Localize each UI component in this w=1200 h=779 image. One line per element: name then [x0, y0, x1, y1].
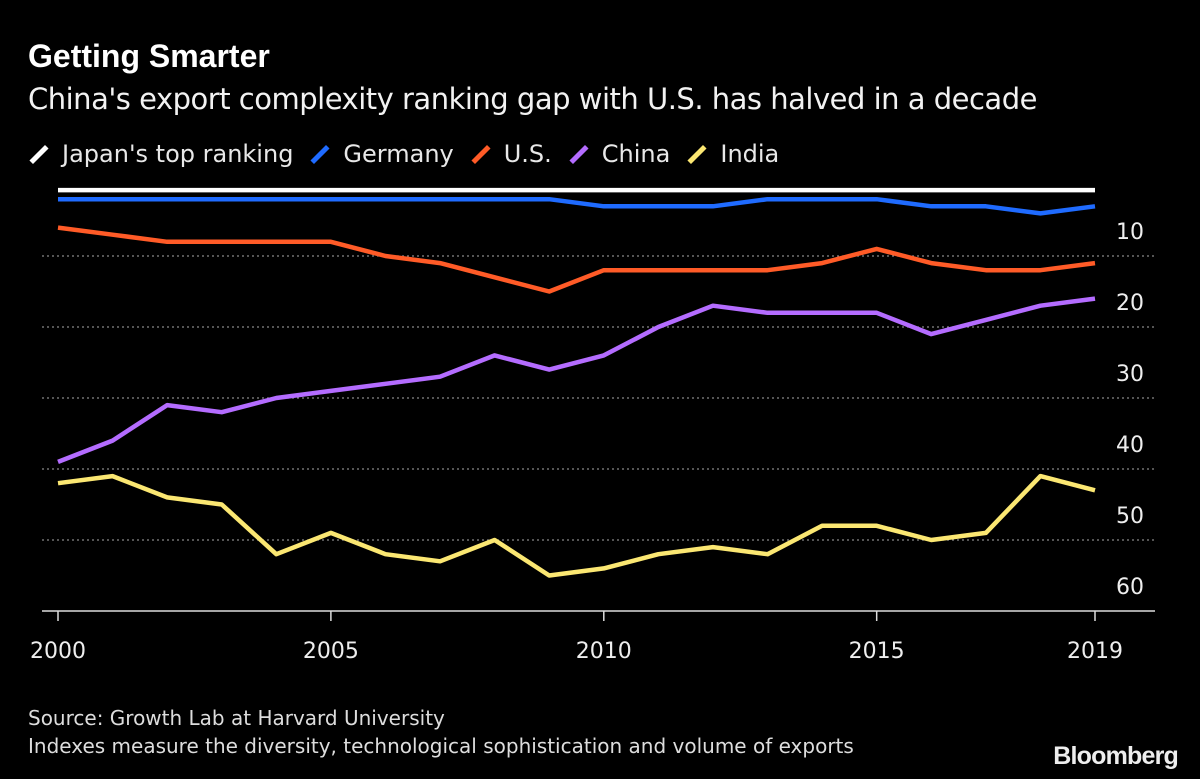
legend-item: India — [686, 140, 779, 168]
series-line-germany — [58, 196, 1096, 216]
x-tick-label: 2010 — [576, 639, 632, 664]
legend-label: Germany — [343, 140, 454, 168]
source-note: Source: Growth Lab at Harvard University — [28, 706, 445, 730]
y-tick-label: 30 — [1116, 362, 1144, 387]
legend: Japan's top ranking Germany U.S. China India — [28, 140, 795, 168]
x-tick-label: 2005 — [303, 639, 359, 664]
y-tick-label: 60 — [1116, 575, 1144, 600]
legend-item: China — [568, 140, 671, 168]
legend-item: Japan's top ranking — [28, 140, 293, 168]
y-tick-label: 40 — [1116, 433, 1144, 458]
series-line-india — [57, 473, 1096, 578]
bloomberg-logo: Bloomberg — [1053, 742, 1179, 770]
footnote: Indexes measure the diversity, technolog… — [28, 734, 854, 758]
chart-title: Getting Smarter — [28, 38, 270, 74]
legend-item: U.S. — [470, 140, 552, 168]
series-line-u-s — [57, 225, 1096, 294]
x-tick-label: 2019 — [1067, 639, 1123, 664]
x-tick-label: 2000 — [30, 639, 86, 664]
legend-label: U.S. — [503, 140, 552, 168]
legend-item: Germany — [309, 140, 454, 168]
chart-subtitle: China's export complexity ranking gap wi… — [28, 82, 1037, 116]
y-tick-label: 20 — [1116, 291, 1144, 316]
series-line-china — [57, 296, 1096, 464]
y-tick-label: 50 — [1116, 504, 1144, 529]
legend-label: China — [601, 140, 671, 168]
legend-label: Japan's top ranking — [62, 140, 294, 168]
x-tick-label: 2015 — [849, 639, 905, 664]
legend-label: India — [720, 140, 780, 168]
y-tick-label: 10 — [1116, 220, 1144, 245]
